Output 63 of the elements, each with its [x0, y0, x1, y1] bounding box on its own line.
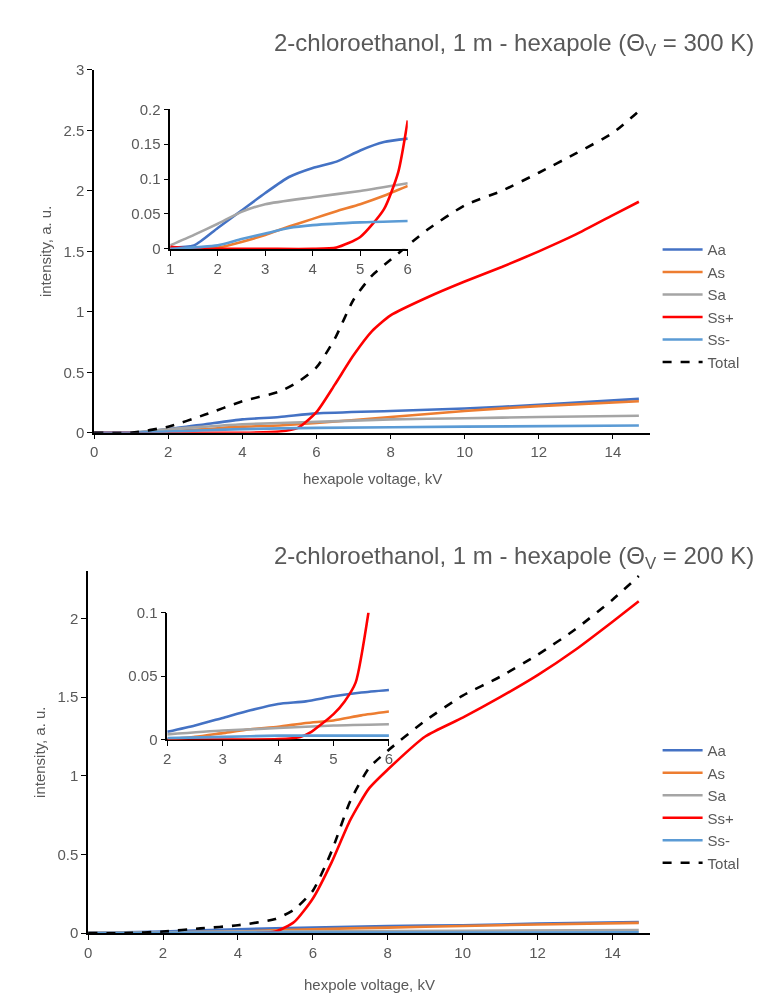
- x-tick-label: 2: [163, 750, 172, 768]
- x-tick-label: 6: [312, 443, 321, 461]
- legend-label: Total: [707, 854, 740, 872]
- x-tick-label: 0: [89, 443, 99, 461]
- x-tick-label: 12: [529, 943, 546, 961]
- x-tick-label: 12: [530, 443, 548, 461]
- y-tick-label: 0: [149, 730, 158, 748]
- x-tick-label: 14: [604, 443, 622, 461]
- y-tick-label: 0.5: [63, 363, 85, 381]
- y-tick-label: 0.05: [128, 667, 158, 685]
- y-tick-label: 0.15: [131, 135, 161, 153]
- x-tick-label: 3: [218, 750, 227, 768]
- y-tick-label: 0.5: [57, 845, 79, 863]
- y-tick-label: 0: [75, 423, 85, 441]
- x-tick-label: 14: [604, 943, 621, 961]
- x-tick-label: 4: [273, 750, 283, 768]
- legend-label: Ss-: [707, 331, 731, 349]
- y-tick-label: 2.5: [63, 121, 85, 139]
- x-tick-label: 4: [238, 443, 247, 461]
- y-tick-label: 0.1: [136, 603, 158, 621]
- legend-label: As: [707, 263, 726, 281]
- legend-label: Sa: [707, 787, 727, 805]
- legend-label: Ss-: [707, 832, 731, 850]
- x-tick-label: 10: [454, 943, 472, 961]
- y-tick-label: 1.5: [63, 242, 85, 260]
- legend-label: Total: [707, 353, 740, 371]
- x-tick-label: 6: [403, 259, 412, 277]
- legend-label: Ss+: [707, 308, 735, 326]
- x-tick-label: 1: [166, 259, 175, 277]
- y-tick-label: 2: [75, 182, 85, 200]
- legend-label: Sa: [707, 286, 727, 304]
- chart-title: 2-chloroethanol, 1 m - hexapole (Θ$_{V}$ = 200 K): [274, 542, 755, 574]
- x-tick-label: 8: [386, 443, 395, 461]
- y-tick-label: 1: [75, 303, 85, 321]
- x-tick-label: 3: [261, 259, 270, 277]
- x-tick-label: 2: [213, 259, 222, 277]
- x-tick-label: 5: [356, 259, 365, 277]
- y-tick-label: 0.1: [139, 170, 161, 188]
- y-axis-title: intensity, a. u.: [37, 205, 55, 298]
- legend-label: As: [707, 764, 726, 782]
- x-tick-label: 10: [456, 443, 474, 461]
- y-tick-label: 0.2: [139, 100, 161, 118]
- y-tick-label: 0: [152, 240, 161, 258]
- y-tick-label: 1: [70, 767, 79, 785]
- y-tick-label: 3: [75, 61, 85, 79]
- chart-title: 2-chloroethanol, 1 m - hexapole (Θ$_{V}$ = 300 K): [274, 29, 755, 61]
- x-axis-title: hexpole voltage, kV: [304, 976, 435, 993]
- y-tick-label: 0: [70, 924, 79, 942]
- x-axis-title: hexapole voltage, kV: [303, 470, 443, 487]
- x-tick-label: 2: [164, 443, 173, 461]
- legend-label: Aa: [707, 742, 727, 760]
- legend-label: Ss+: [707, 809, 735, 827]
- x-tick-label: 8: [383, 943, 392, 961]
- legend-label: Aa: [707, 241, 727, 259]
- x-tick-label: 4: [233, 943, 243, 961]
- y-axis-title: intensity, a. u.: [31, 706, 49, 798]
- x-tick-label: 4: [308, 259, 317, 277]
- y-tick-label: 2: [70, 609, 79, 627]
- x-tick-label: 5: [329, 750, 338, 768]
- x-tick-label: 6: [308, 943, 318, 961]
- y-tick-label: 0.05: [131, 205, 161, 223]
- x-tick-label: 6: [384, 750, 394, 768]
- y-tick-label: 1.5: [57, 688, 79, 706]
